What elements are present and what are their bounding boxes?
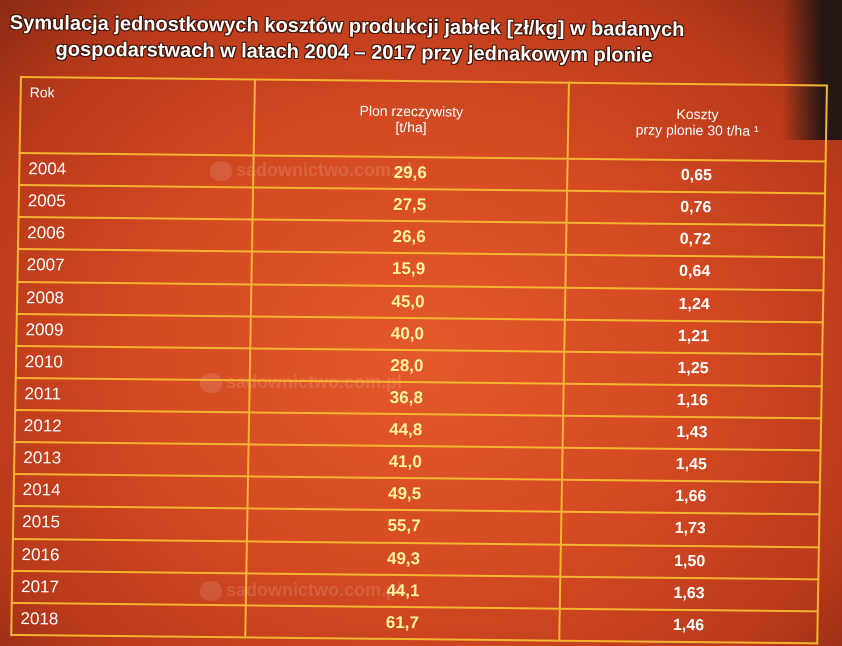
cell-koszty: 1,21 bbox=[564, 319, 823, 355]
cell-year: 2017 bbox=[11, 570, 247, 606]
cell-plon: 61,7 bbox=[244, 605, 560, 641]
cell-koszty: 1,16 bbox=[563, 383, 822, 419]
cell-year: 2012 bbox=[14, 409, 249, 445]
cell-koszty: 0,72 bbox=[566, 222, 825, 258]
cell-koszty: 0,65 bbox=[567, 158, 826, 194]
slide-title: Symulacja jednostkowych kosztów produkcj… bbox=[9, 10, 810, 70]
cell-koszty: 1,46 bbox=[559, 608, 818, 644]
table-header-row: Rok Plon rzeczywisty [t/ha] Koszty przy … bbox=[19, 77, 827, 162]
cell-year: 2016 bbox=[12, 538, 247, 574]
cell-year: 2006 bbox=[17, 217, 253, 252]
cell-koszty: 1,63 bbox=[559, 576, 819, 612]
cell-plon: 55,7 bbox=[246, 508, 562, 545]
header-rok: Rok bbox=[19, 77, 255, 156]
cell-year: 2005 bbox=[18, 185, 253, 220]
screen-edge bbox=[782, 0, 842, 140]
cell-plon: 29,6 bbox=[252, 155, 568, 191]
cell-year: 2007 bbox=[17, 249, 252, 284]
cell-koszty: 0,76 bbox=[566, 190, 826, 226]
cell-plon: 26,6 bbox=[251, 219, 567, 256]
cell-year: 2009 bbox=[16, 313, 251, 349]
cell-plon: 44,8 bbox=[248, 412, 564, 448]
header-plon: Plon rzeczywisty [t/ha] bbox=[253, 79, 570, 159]
cell-year: 2010 bbox=[15, 345, 251, 381]
cell-koszty: 1,66 bbox=[561, 479, 821, 515]
data-table-container: Rok Plon rzeczywisty [t/ha] Koszty przy … bbox=[10, 76, 828, 644]
cell-year: 2011 bbox=[15, 377, 250, 413]
cell-plon: 15,9 bbox=[251, 251, 567, 288]
cell-year: 2013 bbox=[14, 442, 249, 477]
cell-plon: 45,0 bbox=[250, 283, 566, 320]
cell-year: 2015 bbox=[12, 506, 248, 541]
cell-plon: 36,8 bbox=[248, 380, 564, 416]
cell-koszty: 1,45 bbox=[562, 447, 821, 483]
cell-koszty: 1,73 bbox=[560, 512, 820, 547]
cell-plon: 27,5 bbox=[252, 187, 568, 223]
header-koszty: Koszty przy plonie 30 t/ha ¹ bbox=[567, 82, 827, 162]
cell-plon: 44,1 bbox=[245, 573, 561, 609]
cell-koszty: 0,64 bbox=[565, 255, 824, 290]
cell-plon: 41,0 bbox=[247, 444, 563, 480]
cell-year: 2008 bbox=[16, 281, 252, 317]
cell-year: 2004 bbox=[19, 153, 254, 188]
cell-koszty: 1,24 bbox=[564, 287, 824, 323]
cell-plon: 49,3 bbox=[246, 540, 561, 577]
cell-koszty: 1,43 bbox=[562, 415, 822, 451]
cell-plon: 40,0 bbox=[250, 316, 565, 352]
cell-year: 2018 bbox=[11, 602, 246, 638]
cell-plon: 28,0 bbox=[249, 348, 565, 384]
cell-year: 2014 bbox=[13, 474, 248, 509]
header-plon-line2: [t/ha] bbox=[395, 118, 427, 136]
header-koszty-line2: przy plonie 30 t/ha ¹ bbox=[635, 121, 759, 139]
cell-plon: 49,5 bbox=[247, 476, 563, 513]
cell-koszty: 1,50 bbox=[560, 544, 819, 580]
costs-table: Rok Plon rzeczywisty [t/ha] Koszty przy … bbox=[10, 76, 828, 644]
cell-koszty: 1,25 bbox=[563, 351, 823, 387]
